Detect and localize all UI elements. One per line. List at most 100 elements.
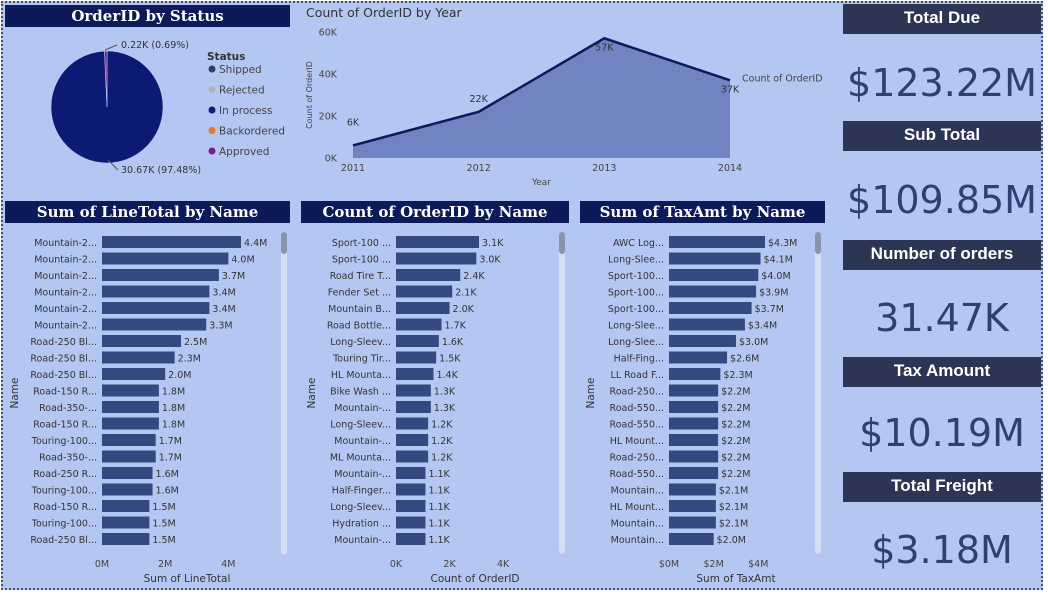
legend-item-label[interactable]: Approved [219,146,269,158]
bar[interactable] [396,417,429,430]
bar[interactable] [102,450,156,463]
bar[interactable] [396,483,426,496]
kpi-tax-amount-label: Tax Amount [843,357,1041,387]
data-label: 4.4M [244,238,267,249]
legend-item-label[interactable]: Backordered [219,126,285,138]
bar[interactable] [396,302,450,314]
bar-chart-taxamt[interactable]: AWC Log... $4.3M Long-Slee... $4.1M Sport-10… [577,225,827,590]
bar[interactable] [669,269,759,281]
bar[interactable] [396,434,429,446]
legend-marker [208,86,216,93]
bar[interactable] [396,351,437,364]
area-chart[interactable]: Count of OrderID by Year 0K 20K 40K 60K 2011… [298,0,838,190]
bar[interactable] [102,351,175,364]
pie-chart[interactable]: 0.22K (0.69%) 30.67K (97.48%) Status Shi… [0,0,300,185]
bar[interactable] [102,500,150,512]
bar[interactable] [669,516,716,529]
bar[interactable] [396,335,439,347]
bar[interactable] [669,483,716,496]
bar[interactable] [102,269,219,281]
category-label: Road-250 Bl... [30,354,97,365]
bar[interactable] [669,384,719,397]
bar-chart-2-scrollbar[interactable] [559,232,565,554]
legend-item-label[interactable]: Rejected [219,85,265,97]
category-label: Mountain B... [328,304,391,315]
bar[interactable] [396,285,453,298]
bar[interactable] [396,269,461,281]
bar[interactable] [102,483,153,496]
bar[interactable] [396,467,426,479]
scrollbar-thumb[interactable] [559,232,565,254]
bar[interactable] [396,236,479,248]
bar[interactable] [102,401,159,413]
bar[interactable] [669,434,719,446]
bar[interactable] [102,302,210,314]
category-label: Sport-100... [608,271,664,282]
bar[interactable] [669,467,719,479]
pie-slice-approved[interactable] [104,50,108,108]
bar[interactable] [669,335,736,347]
bar[interactable] [669,351,728,364]
category-label: Sport-100 ... [332,238,391,249]
category-label: Road-250 Bl... [30,535,97,546]
bar[interactable] [396,500,426,512]
scrollbar-thumb[interactable] [815,232,821,254]
bar[interactable] [102,434,156,446]
bar[interactable] [102,236,241,248]
data-label: 6K [347,117,360,128]
legend-item-label[interactable]: In process [219,105,272,117]
bar[interactable] [102,335,181,347]
bar[interactable] [669,417,719,430]
pie-label-approved: 0.22K (0.69%) [121,40,189,51]
bar[interactable] [102,285,210,298]
area-line[interactable] [352,36,731,147]
x-axis-title: Count of OrderID [431,573,520,585]
bar[interactable] [396,450,429,463]
bar[interactable] [396,318,442,331]
bar[interactable] [669,368,721,380]
category-label: Hydration ... [332,519,391,530]
bar[interactable] [396,533,426,545]
bar[interactable] [396,516,426,529]
data-label: $2.6M [730,354,759,365]
bar-chart-orderid-count[interactable]: Sport-100 ... 3.1K Sport-100 ... 3.0K Road T… [298,225,573,590]
bar[interactable] [669,318,745,331]
bar[interactable] [102,318,207,331]
bar[interactable] [102,368,166,380]
bar[interactable] [396,401,431,413]
bar[interactable] [669,285,757,298]
legend-item-label[interactable]: Shipped [219,64,262,76]
area-fill[interactable] [353,38,730,158]
data-label: 3.4M [212,288,235,299]
x-tick-label: 2013 [592,163,616,174]
bar[interactable] [396,368,434,380]
category-label: ML Mounta... [330,453,391,464]
bar-chart-1-scrollbar[interactable] [281,232,287,554]
bar[interactable] [396,384,431,397]
category-label: Road Tire T... [330,271,391,282]
bar[interactable] [669,401,719,413]
bar-chart-1-title: Sum of LineTotal by Name [5,201,290,223]
bar[interactable] [102,417,159,430]
bar[interactable] [396,252,477,265]
bar[interactable] [669,500,716,512]
bar[interactable] [669,302,752,314]
bar-chart-linetotal[interactable]: Mountain-2... 4.4M Mountain-2... 4.0M Mounta… [0,225,295,590]
bar-chart-3-title: Sum of TaxAmt by Name [580,201,825,223]
data-label: 1.6M [156,469,179,480]
data-label: $2.0M [717,535,746,546]
bar-chart-3-scrollbar[interactable] [815,232,821,554]
bar[interactable] [102,384,159,397]
bar[interactable] [102,516,150,529]
bar[interactable] [669,450,719,463]
bar[interactable] [669,236,765,248]
scrollbar-thumb[interactable] [281,232,287,254]
category-label: Mountain... [611,535,664,546]
bar[interactable] [102,252,229,265]
bar[interactable] [669,533,714,545]
category-label: Road-250... [610,387,664,398]
bar[interactable] [669,252,761,265]
data-label: 1.3K [434,403,456,414]
bar[interactable] [102,533,150,545]
bar[interactable] [102,467,153,479]
